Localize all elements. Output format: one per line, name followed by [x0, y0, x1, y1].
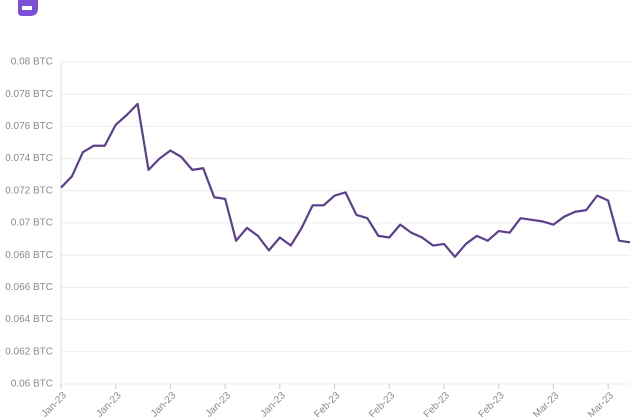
line-series: [60, 102, 631, 258]
y-tick-label: 0.066 BTC: [5, 282, 53, 293]
y-tick-label: 0.078 BTC: [5, 89, 53, 100]
x-tick-label: Feb-23: [367, 390, 397, 417]
x-tick-label: Jan-23: [258, 390, 288, 417]
y-tick-label: 0.08 BTC: [11, 57, 53, 68]
y-tick-label: 0.064 BTC: [5, 314, 53, 325]
x-tick-label: Jan-23: [94, 390, 124, 417]
x-tick-label: Feb-23: [422, 390, 452, 417]
y-tick-label: 0.074 BTC: [5, 153, 53, 164]
y-tick-label: 0.068 BTC: [5, 250, 53, 261]
y-tick-label: 0.072 BTC: [5, 185, 53, 196]
logo: [18, 0, 38, 16]
x-tick-label: Feb-23: [476, 390, 506, 417]
x-tick-label: Mar-23: [531, 390, 561, 417]
y-tick-label: 0.06 BTC: [11, 379, 53, 390]
x-tick-label: Mar-23: [586, 390, 616, 417]
x-tick-label: Jan-23: [149, 390, 179, 417]
x-tick-label: Feb-23: [312, 390, 342, 417]
y-tick-label: 0.076 BTC: [5, 121, 53, 132]
x-tick-label: Jan-23: [40, 390, 70, 417]
y-tick-label: 0.07 BTC: [11, 218, 53, 229]
x-tick-label: Jan-23: [204, 390, 234, 417]
y-tick-label: 0.062 BTC: [5, 346, 53, 357]
